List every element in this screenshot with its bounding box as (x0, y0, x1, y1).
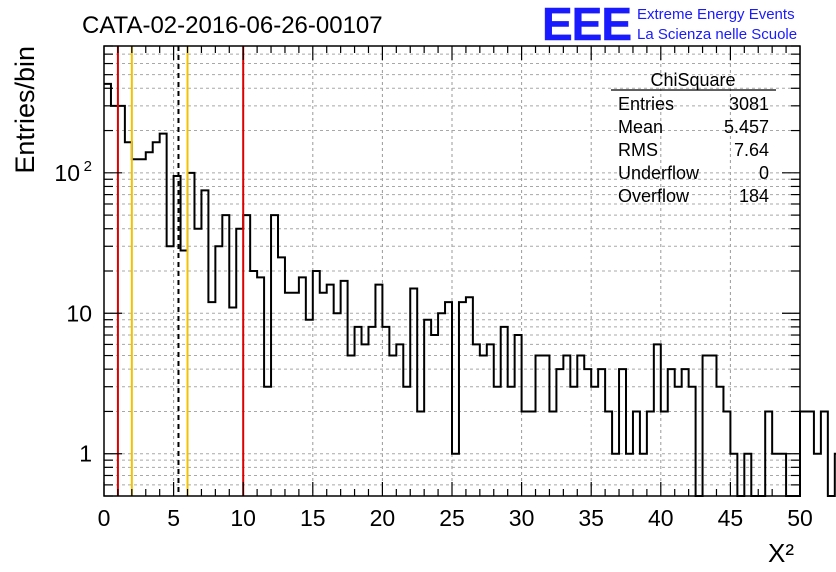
logo-line-1: Extreme Energy Events (637, 6, 795, 23)
histogram-layer (104, 82, 836, 497)
stats-value: 3081 (729, 94, 769, 114)
x-axis-title: X² (768, 538, 794, 568)
eee-logo: EEE Extreme Energy Events La Scienza nel… (542, 0, 797, 50)
stats-title: ChiSquare (650, 70, 735, 90)
x-tick-label: 50 (787, 505, 813, 531)
tick-layer (103, 45, 801, 497)
y-axis-title: Entries/bin (10, 46, 40, 174)
y-tick-label-exponent: 2 (84, 158, 92, 175)
stats-rows: Entries 3081 Mean 5.457 RMS 7.64 Underflow 0 Ove… (618, 94, 769, 206)
x-tick-label: 35 (578, 505, 604, 531)
stats-label: Entries (618, 94, 674, 114)
stats-label: Mean (618, 117, 663, 137)
y-tick-label: 10 (66, 300, 92, 326)
y-tick-label: 10 (54, 160, 80, 186)
x-tick-label: 20 (370, 505, 396, 531)
x-tick-label: 5 (167, 505, 180, 531)
stats-label: RMS (618, 140, 658, 160)
x-tick-label: 25 (439, 505, 465, 531)
stats-value: 184 (739, 186, 769, 206)
stats-label: Overflow (618, 186, 690, 206)
logo-mark: EEE (542, 0, 631, 50)
stats-box: ChiSquare Entries 3081 Mean 5.457 RMS 7.64 Und… (611, 70, 776, 206)
x-tick-label: 0 (98, 505, 111, 531)
stats-value: 0 (759, 163, 769, 183)
y-tick-label: 1 (79, 441, 92, 467)
reference-lines-layer (116, 46, 245, 496)
stats-value: 5.457 (724, 117, 769, 137)
chart-title: CATA-02-2016-06-26-00107 (82, 12, 383, 39)
x-tick-label: 40 (648, 505, 674, 531)
x-tick-label: 10 (230, 505, 256, 531)
stats-label: Underflow (618, 163, 700, 183)
x-tick-label: 30 (509, 505, 535, 531)
x-tick-label: 45 (718, 505, 744, 531)
x-tick-label: 15 (300, 505, 326, 531)
histogram-outline (104, 82, 836, 497)
stats-value: 7.64 (734, 140, 769, 160)
logo-line-2: La Scienza nelle Scuole (637, 26, 797, 43)
